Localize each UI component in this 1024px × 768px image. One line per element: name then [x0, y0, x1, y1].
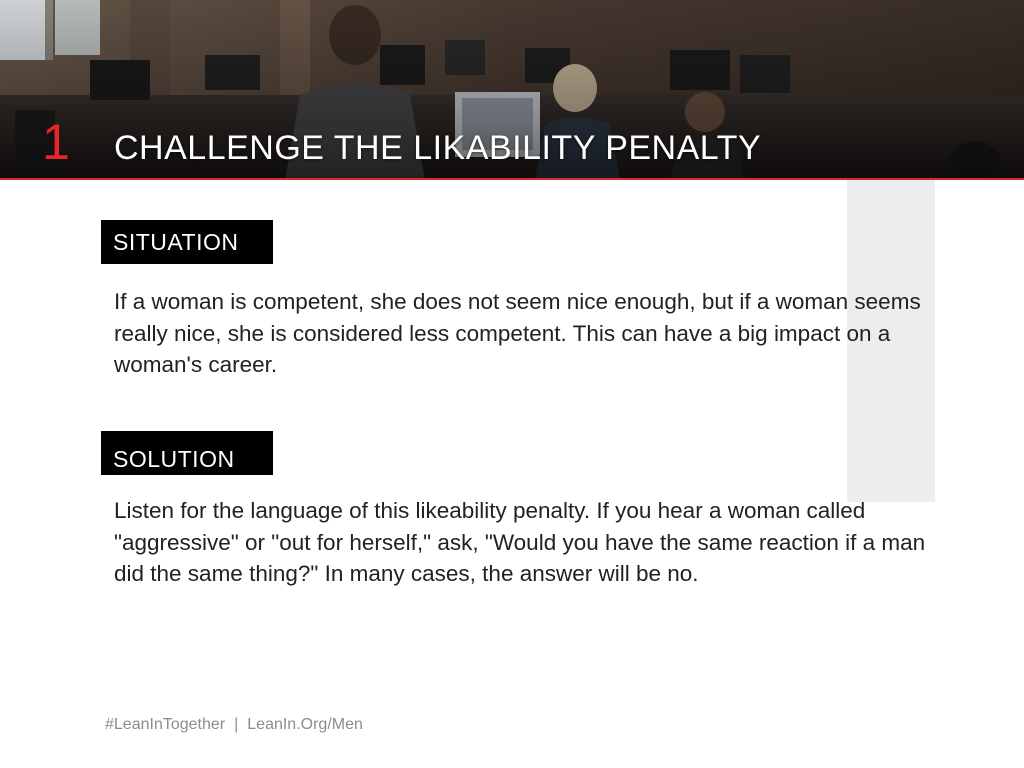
- footer-separator: |: [234, 716, 239, 733]
- footer: #LeanInTogether | LeanIn.Org/Men: [105, 714, 363, 736]
- header-banner: 1 CHALLENGE THE LIKABILITY PENALTY: [0, 0, 1024, 180]
- situation-label: SITUATION: [101, 220, 273, 264]
- solution-text: Listen for the language of this likeabil…: [114, 498, 926, 586]
- footer-url: LeanIn.Org/Men: [247, 716, 363, 733]
- slide-number: 1: [42, 114, 70, 170]
- header-red-rule: [0, 178, 1024, 180]
- slide-title: CHALLENGE THE LIKABILITY PENALTY: [114, 129, 762, 167]
- situation-text: If a woman is competent, she does not se…: [114, 289, 921, 377]
- header-shade: [0, 0, 1024, 180]
- footer-hashtag: #LeanInTogether: [105, 716, 226, 733]
- solution-label: SOLUTION: [101, 431, 273, 475]
